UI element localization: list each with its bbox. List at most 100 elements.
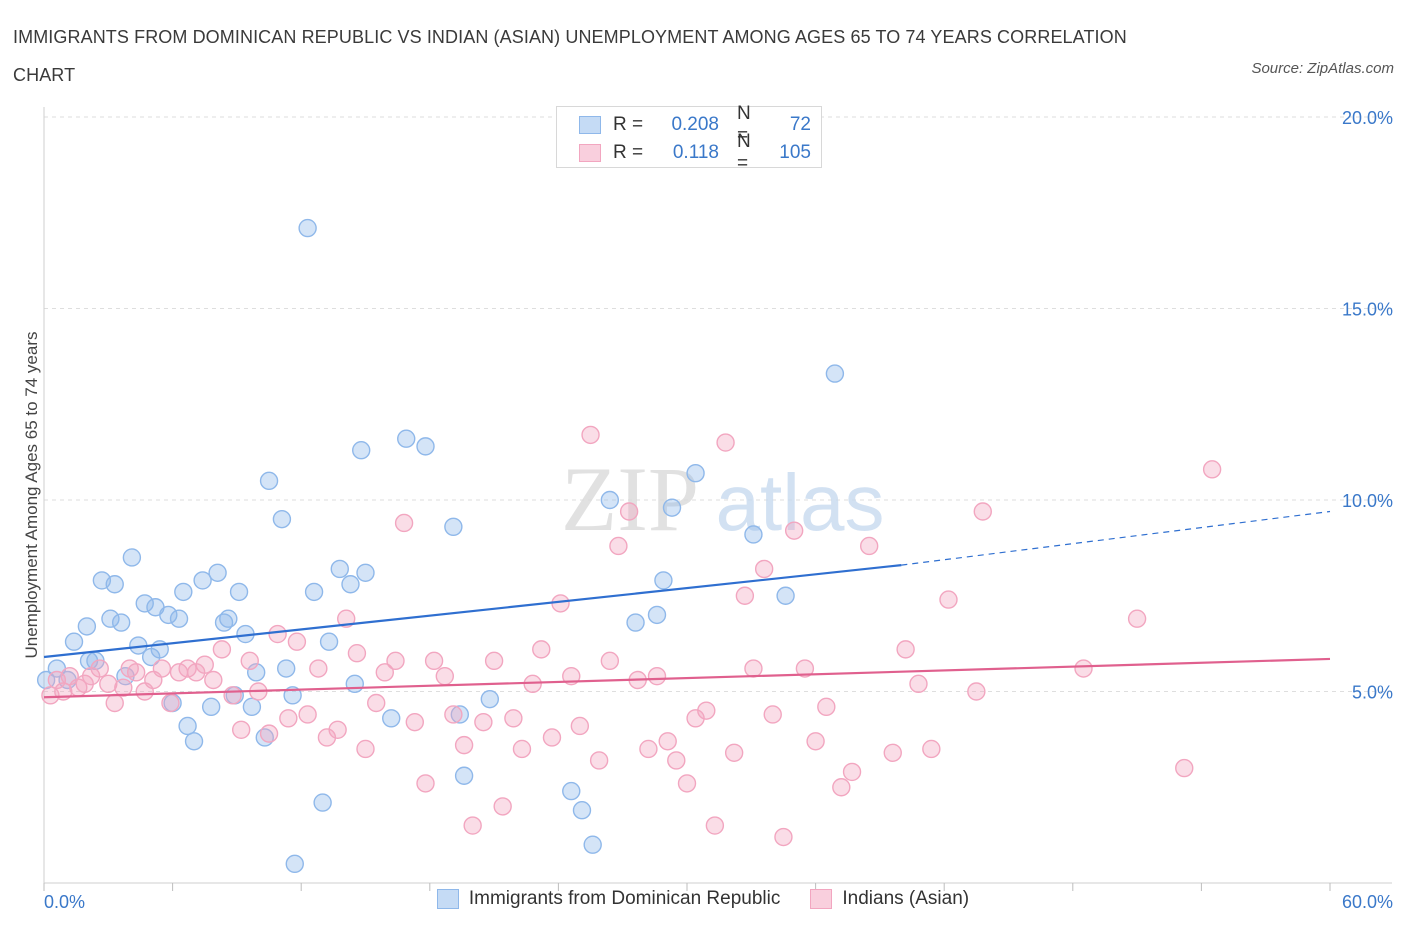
series-label-dominican: Immigrants from Dominican Republic [468,888,781,909]
trend-line-dominican-extension [901,510,1331,566]
point-dominican [356,563,375,582]
point-dominican [662,498,682,517]
point-dominican [219,609,238,628]
point-indian [223,686,242,705]
correlation-legend: R = 0.208 N = 72 R = 0.118 N = 105 [556,103,822,174]
x-tick-label-min: 0.0% [44,892,85,912]
point-indian [532,640,551,659]
point-dominican [272,509,292,529]
point-indian [697,701,716,720]
point-dominican [111,613,131,632]
legend-r-value: 0.208 [671,114,719,135]
point-indian [639,739,658,759]
point-dominican [159,605,178,625]
point-indian [386,651,405,671]
point-indian [1074,659,1093,678]
point-indian [444,705,463,724]
point-dominican [285,854,304,874]
point-indian [416,774,435,793]
point-dominican [562,781,581,801]
point-indian [204,670,223,690]
point-dominican [229,582,249,602]
point-dominican [341,575,360,594]
point-indian [973,502,992,521]
legend-n-value: 72 [789,114,811,135]
y-axis-label: Unemployment Among Ages 65 to 74 years [22,332,41,659]
point-indian [744,659,763,678]
point-indian [551,594,570,613]
point-dominican [825,364,845,383]
legend-r-value: 0.118 [672,142,719,163]
series-swatch-dominican [436,889,459,909]
point-dominican [444,517,463,537]
legend-row-dominican: R = 0.208 N = 72 [579,103,811,146]
point-indian [375,663,394,682]
point-indian [1175,758,1194,778]
point-dominican [345,674,364,694]
point-dominican [330,559,349,579]
point-indian [859,536,879,556]
point-indian [832,778,851,797]
point-indian [705,816,725,835]
point-dominican [304,582,324,602]
point-dominican [647,605,667,625]
point-dominican [654,571,673,590]
point-indian [298,705,317,724]
point-indian [774,827,793,847]
x-tick-label-max: 60.0% [1342,892,1393,912]
point-indian [279,709,298,728]
point-indian [268,624,287,644]
y-tick-label: 5.0% [1352,683,1393,703]
point-dominican [193,571,212,590]
point-indian [842,762,862,782]
point-indian [367,693,386,713]
point-indian [806,732,825,751]
point-dominican [583,835,602,854]
trend-line-dominican [43,564,902,659]
series-legend-item-dominican: Immigrants from Dominican Republic [436,888,781,910]
point-indian [474,712,493,732]
point-dominican [178,716,197,736]
point-indian [105,693,124,713]
point-indian [1202,460,1222,479]
point-indian [667,751,686,770]
point-indian [896,640,915,659]
point-dominican [135,594,154,613]
point-indian [600,651,620,671]
series-swatch-indian [810,889,833,909]
point-dominican [450,705,470,724]
trend-line-indian [43,657,1331,699]
point-indian [939,590,958,609]
series-label-indian: Indians (Asian) [842,888,970,909]
point-indian [1127,609,1147,628]
point-dominican [382,709,401,728]
point-indian [152,659,172,678]
point-indian [647,666,667,686]
watermark-atlas: atlas [716,458,885,547]
point-dominican [313,793,332,812]
point-dominican [246,663,266,682]
point-dominican [259,471,279,491]
point-dominican [298,218,317,238]
point-indian [735,586,755,605]
point-dominican [122,548,142,567]
chart-title: IMMIGRANTS FROM DOMINICAN REPUBLIC VS IN… [13,27,1127,85]
point-indian [394,513,414,533]
point-dominican [397,429,416,448]
point-indian [259,724,279,743]
point-indian [967,682,986,701]
point-indian [90,659,109,678]
point-indian [212,640,232,659]
point-dominican [208,563,227,582]
series-legend: Immigrants from Dominican Republic India… [0,888,1406,910]
point-indian [922,739,941,759]
point-dominican [744,525,763,544]
point-indian [356,739,375,759]
point-indian [99,674,118,694]
point-dominican [105,575,124,594]
point-indian [504,709,523,728]
point-dominican [242,697,262,717]
source-credit: Source: ZipAtlas.com [1251,60,1394,77]
point-dominican [686,463,705,483]
point-indian [347,644,367,663]
